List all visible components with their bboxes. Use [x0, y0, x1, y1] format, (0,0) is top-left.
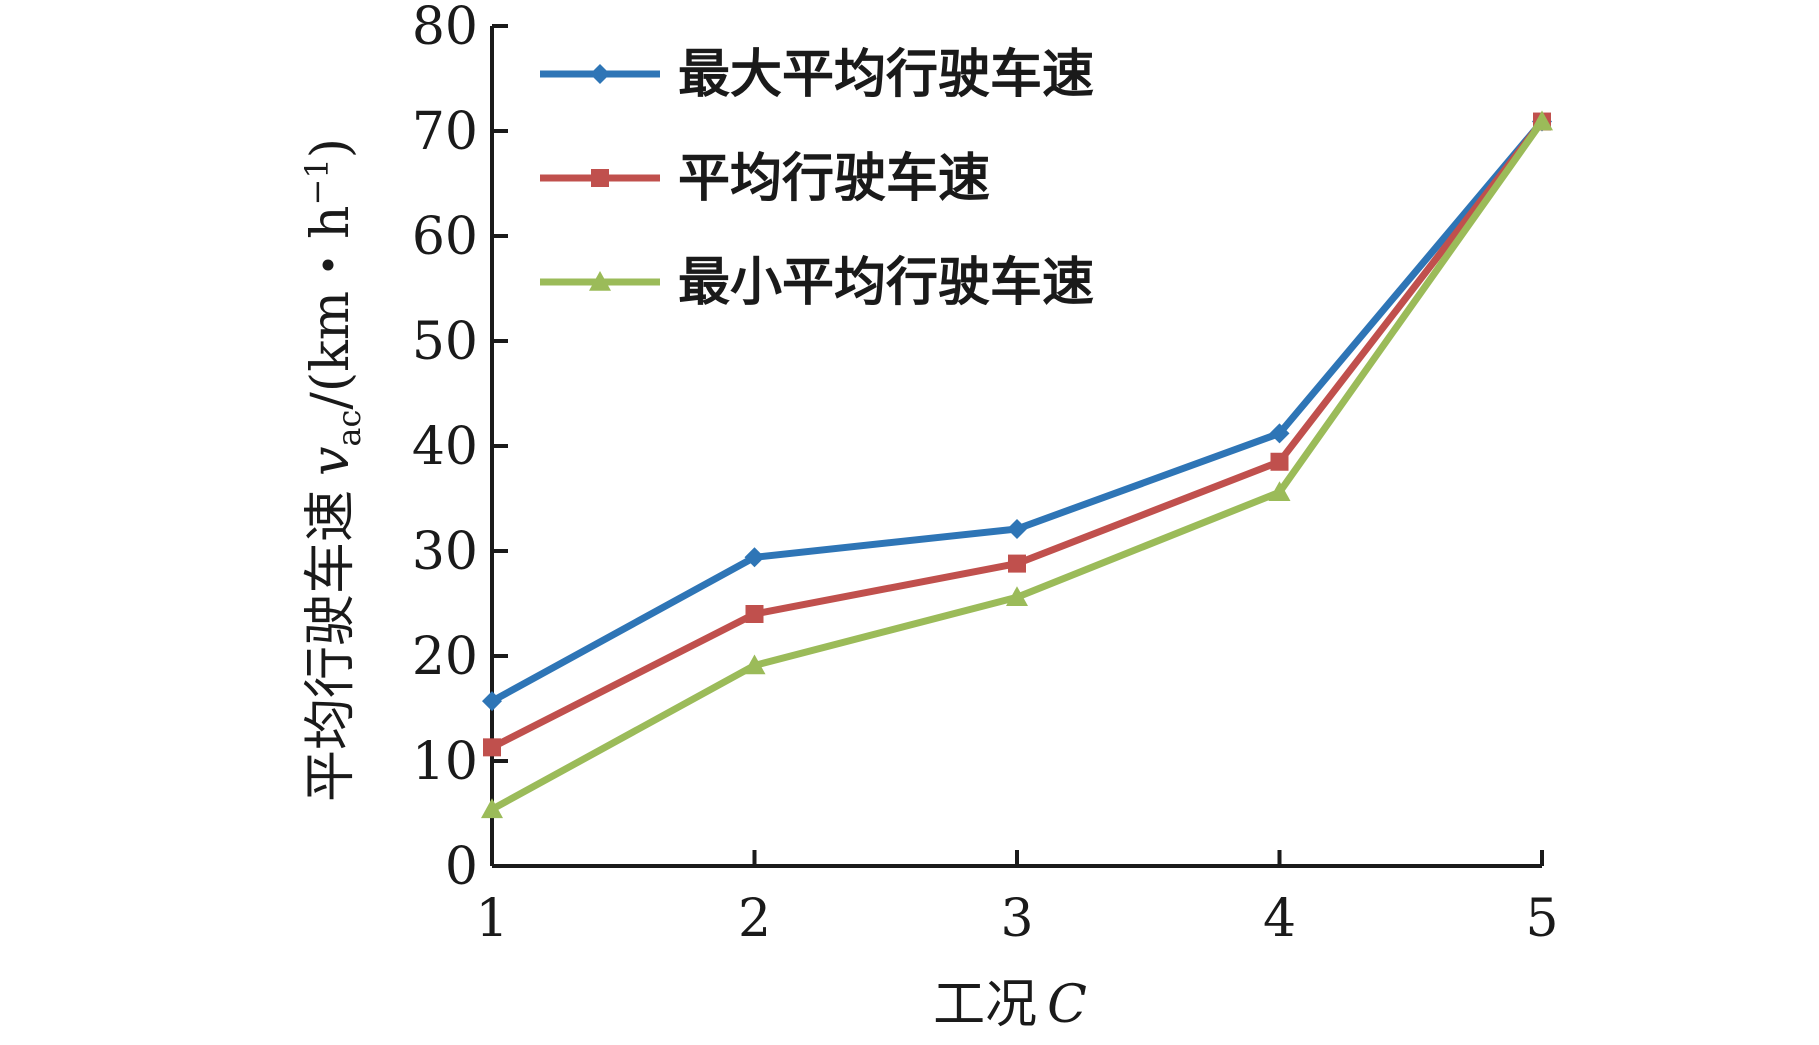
- legend-swatch-marker: [591, 169, 609, 187]
- data-point: [745, 605, 764, 623]
- data-point: [1008, 554, 1026, 573]
- y-axis-title-unit-close: ): [301, 138, 361, 158]
- data-point: [1006, 586, 1028, 606]
- y-tick-label: 60: [412, 207, 478, 267]
- y-axis-title-text: 平均行驶车速: [301, 490, 361, 802]
- x-tick-label: 2: [738, 889, 771, 949]
- y-tick-label: 70: [412, 102, 478, 162]
- y-tick-label: 50: [412, 312, 478, 372]
- x-tick-label: 4: [1263, 889, 1296, 949]
- axes: 0 10 20 30 40 50 60 70 80 1 2 3 4 5: [412, 0, 1559, 949]
- legend-item: 最大平均行驶车速: [540, 44, 1094, 105]
- x-tick-label: 3: [1000, 889, 1033, 949]
- legend-label: 最小平均行驶车速: [678, 252, 1094, 313]
- y-tick-label: 30: [412, 522, 478, 582]
- y-tick-label: 0: [445, 837, 478, 897]
- series-line: [490, 119, 1545, 813]
- data-point: [1531, 110, 1553, 131]
- series-line: [490, 119, 1545, 751]
- data-point: [744, 547, 765, 568]
- data-point: [482, 691, 502, 712]
- x-axis-title-variable: C: [1047, 975, 1087, 1035]
- legend-swatch-marker: [589, 271, 611, 291]
- x-axis-title: 工况 C: [933, 975, 1087, 1035]
- y-tick-label: 80: [412, 0, 478, 57]
- legend-label: 最大平均行驶车速: [678, 44, 1094, 105]
- y-tick-label: 20: [412, 627, 478, 687]
- data-point: [481, 798, 503, 819]
- series-3: [481, 110, 1553, 819]
- series-2: [483, 112, 1551, 757]
- series-1: [482, 111, 1552, 712]
- legend-item: 平均行驶车速: [540, 148, 990, 209]
- x-axis-title-text: 工况: [933, 975, 1037, 1035]
- series-group: [481, 110, 1553, 819]
- data-point: [743, 654, 766, 675]
- data-point: [1007, 518, 1027, 539]
- x-tick-label: 1: [475, 889, 508, 949]
- y-tick-label: 40: [412, 417, 478, 477]
- y-axis-title-subscript: ac: [330, 410, 368, 447]
- y-axis-title-variable: v: [301, 447, 361, 476]
- y-tick-label: 10: [412, 732, 478, 792]
- legend-item: 最小平均行驶车速: [540, 252, 1094, 313]
- x-tick-label: 5: [1525, 889, 1558, 949]
- series-line: [490, 119, 1545, 705]
- y-axis-title: 平均行驶车速 vac/(km・h−1): [298, 138, 368, 802]
- legend-label: 平均行驶车速: [678, 148, 990, 209]
- data-point: [1269, 423, 1290, 444]
- data-point: [1270, 452, 1289, 471]
- y-axis-title-exponent: −1: [298, 158, 336, 205]
- data-point: [1268, 481, 1291, 501]
- legend-swatch-marker: [590, 64, 610, 84]
- data-point: [483, 738, 501, 757]
- y-axis-title-unit: /(km・h: [301, 205, 361, 409]
